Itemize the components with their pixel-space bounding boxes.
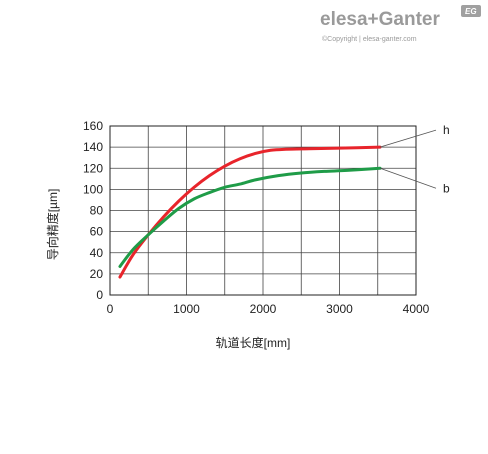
- y-axis-ticks: 0 20 40 60 80 100 120 140 160: [83, 119, 103, 302]
- y-axis-title: 导向精度[µm]: [45, 189, 60, 261]
- x-tick-label: 3000: [326, 302, 353, 316]
- brand-name: elesa+Ganter: [320, 9, 440, 30]
- series-label-h: h: [443, 123, 450, 137]
- brand-badge-text: EG: [465, 7, 477, 16]
- series-labels: hb: [379, 123, 450, 195]
- y-tick-label: 140: [83, 140, 103, 154]
- series-leader-b: [379, 167, 437, 189]
- brand-badge: [461, 5, 481, 17]
- x-tick-label: 1000: [173, 302, 200, 316]
- y-tick-label: 0: [96, 288, 103, 302]
- plot-frame: [109, 125, 417, 296]
- x-tick-label: 2000: [250, 302, 277, 316]
- y-tick-label: 40: [90, 246, 104, 260]
- y-tick-label: 120: [83, 161, 103, 175]
- x-tick-label: 4000: [403, 302, 430, 316]
- x-axis-title: 轨道长度[mm]: [216, 335, 291, 350]
- series-leader-h: [379, 129, 437, 148]
- series-line-b: [118, 166, 382, 268]
- series-label-b: b: [443, 181, 450, 195]
- series-lines: [118, 145, 382, 279]
- brand-copyright: ©Copyright | elesa-ganter.com: [322, 35, 417, 43]
- x-axis-ticks: 0 1000 2000 3000 4000: [107, 302, 430, 316]
- y-tick-label: 60: [90, 225, 104, 239]
- y-tick-label: 160: [83, 119, 103, 133]
- series-line-h: [118, 145, 382, 279]
- y-tick-label: 80: [90, 204, 104, 218]
- y-tick-label: 20: [90, 267, 104, 281]
- x-tick-label: 0: [107, 302, 114, 316]
- brand-logo: elesa+Ganter EG ©Copyright | elesa-gante…: [320, 5, 481, 43]
- y-tick-label: 100: [83, 182, 103, 196]
- chart-grid: [110, 126, 416, 295]
